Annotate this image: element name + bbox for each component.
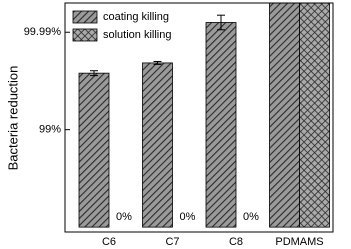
- y-tick-label: 99%: [39, 124, 61, 136]
- value-label: 0%: [116, 211, 132, 223]
- x-tick-label: C6: [102, 236, 116, 248]
- value-label: 0%: [180, 211, 196, 223]
- y-axis-label: Bacteria reduction: [5, 66, 20, 171]
- x-tick-label: PDMAMS: [275, 236, 323, 248]
- x-tick-label: C7: [165, 236, 179, 248]
- bar: [269, 2, 300, 228]
- bar: [142, 62, 173, 228]
- bar: [205, 22, 237, 228]
- x-tick-label: C8: [229, 236, 243, 248]
- value-label: 0%: [243, 211, 259, 223]
- legend-label: solution killing: [103, 29, 171, 41]
- legend-swatch: [72, 28, 98, 42]
- plot-frame: [64, 2, 334, 233]
- legend-swatch: [72, 10, 98, 24]
- y-tick-label: 99.99%: [24, 26, 62, 38]
- legend-label: coating killing: [103, 11, 169, 23]
- bar: [299, 2, 330, 228]
- bar: [78, 72, 110, 228]
